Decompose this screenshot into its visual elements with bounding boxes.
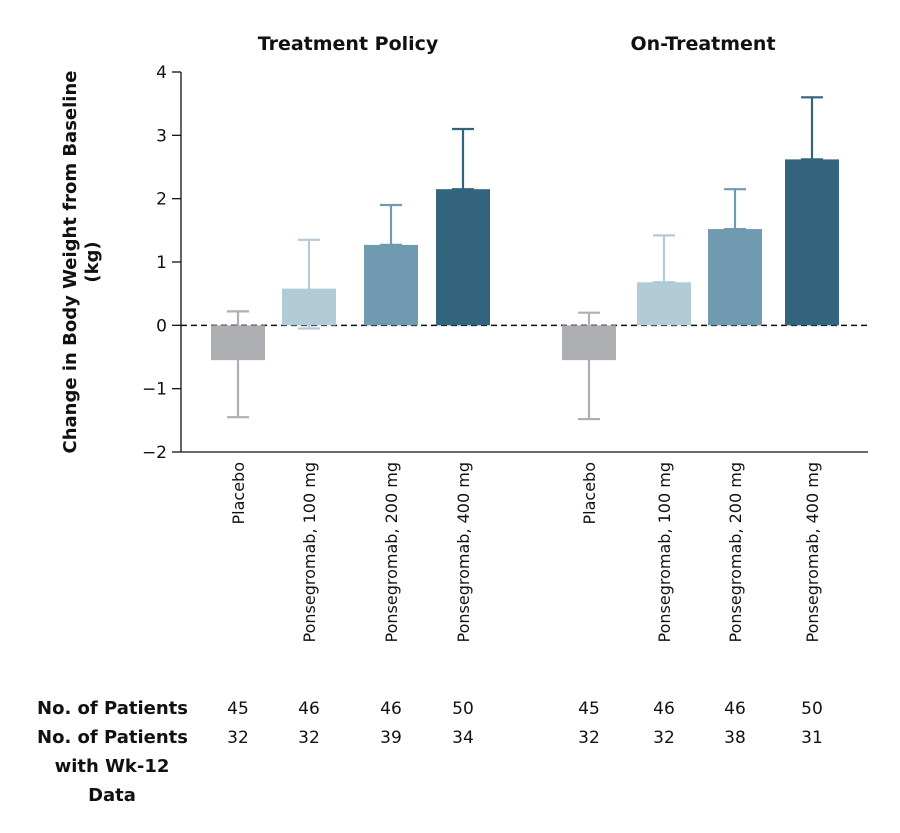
patient-count: 32 [227,728,249,748]
bar [785,159,839,326]
category-label: Ponsegromab, 200 mg [726,462,745,642]
patient-count: 32 [298,728,320,748]
patient-count: 38 [724,728,746,748]
bar [211,325,265,361]
patient-count: 32 [578,728,600,748]
y-axis-label-line2: (kg) [82,241,103,282]
category-label: Placebo [229,462,248,524]
category-label: Ponsegromab, 100 mg [300,462,319,642]
patient-count: 46 [380,699,402,719]
patient-count: 45 [578,699,600,719]
bar [436,189,490,326]
patient-count: 46 [298,699,320,719]
bar [562,325,616,361]
y-axis-title: Change in Body Weight from Baseline (kg) [60,71,103,454]
patient-count: 34 [452,728,474,748]
category-label: Placebo [580,462,599,524]
patient-row-label: with Wk-12 [55,756,170,777]
y-tick-label: 4 [156,63,167,83]
patient-row-label: No. of Patients [37,698,188,719]
patient-count: 32 [653,728,675,748]
category-label: Ponsegromab, 400 mg [803,462,822,642]
category-label: Ponsegromab, 100 mg [655,462,674,642]
patient-count: 46 [724,699,746,719]
patient-count: 46 [653,699,675,719]
bar [708,229,762,326]
bar [364,244,418,326]
category-label: Ponsegromab, 200 mg [382,462,401,642]
bar [282,288,336,326]
y-tick-label: 1 [156,253,167,273]
y-tick-label: 2 [156,190,167,210]
y-tick-label: −2 [142,443,167,463]
panel-title: On-Treatment [630,33,775,55]
panel-title: Treatment Policy [258,33,439,55]
y-tick-label: −1 [142,380,167,400]
patient-row-label: No. of Patients [37,727,188,748]
patient-count: 50 [452,699,474,719]
patient-count: 50 [801,699,823,719]
category-label: Ponsegromab, 400 mg [454,462,473,642]
y-tick-label: 3 [156,126,167,146]
y-tick-label: 0 [156,316,167,336]
patient-count: 31 [801,728,823,748]
patient-row-label: Data [88,785,136,806]
y-axis-label-line1: Change in Body Weight from Baseline [60,71,81,454]
patient-count: 39 [380,728,402,748]
bar [637,282,691,326]
patient-count: 45 [227,699,249,719]
